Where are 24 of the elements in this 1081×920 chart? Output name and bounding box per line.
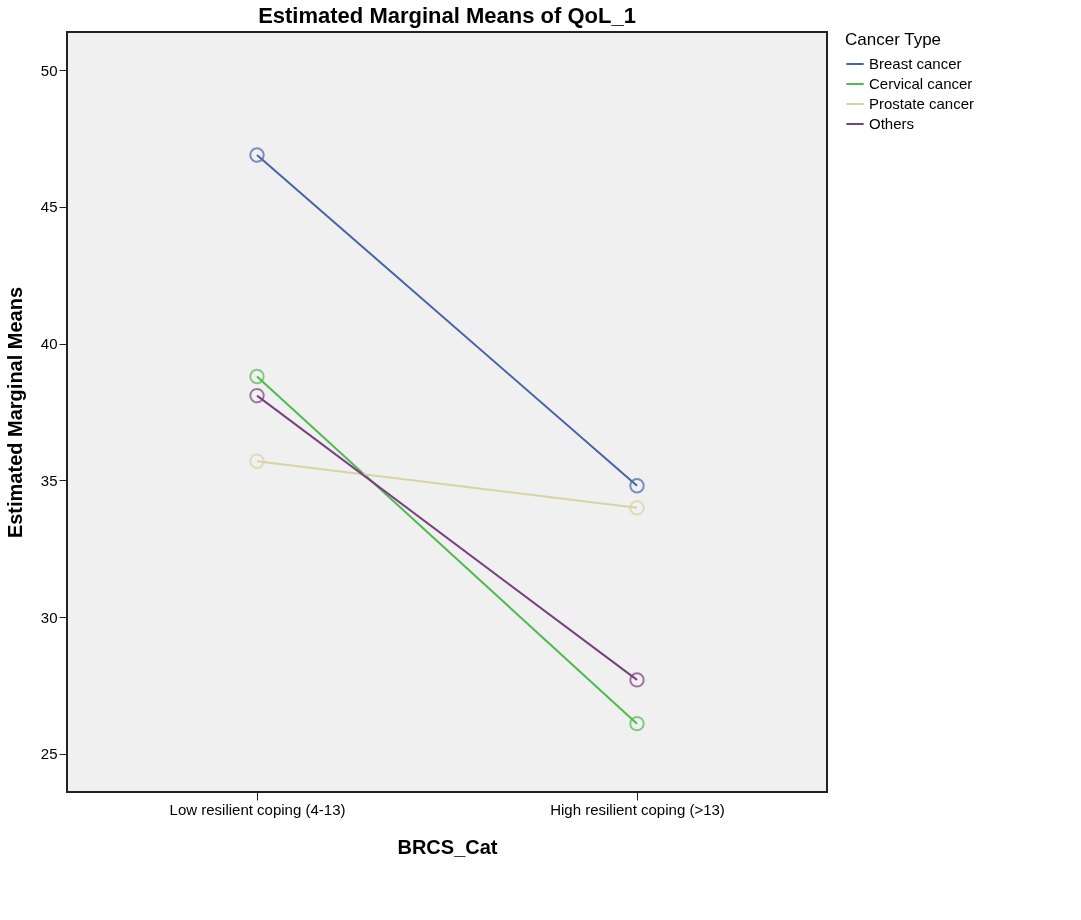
y-tick-label: 25 (40, 745, 58, 763)
point (629, 672, 645, 688)
point (249, 147, 265, 163)
x-tick-label: Low resilient coping (4-13) (169, 800, 346, 818)
point (629, 478, 645, 494)
y-tick-label: 40 (40, 335, 58, 353)
legend-label: Prostate cancer (869, 95, 975, 112)
y-tick-label: 50 (40, 61, 58, 79)
x-axis-title: BRCS_Cat (397, 835, 498, 858)
legend-title: Cancer Type (845, 30, 942, 49)
point (249, 368, 265, 385)
y-tick-label: 35 (40, 471, 58, 489)
point (629, 715, 645, 732)
legend-label: Breast cancer (869, 55, 962, 72)
legend-label: Others (869, 115, 915, 132)
y-tick-label: 30 (40, 608, 58, 626)
legend-label: Cervical cancer (869, 75, 973, 92)
chart-title: Estimated Marginal Means of QoL_1 (258, 3, 636, 28)
point (249, 387, 265, 404)
point (249, 453, 265, 469)
y-axis-title: Estimated Marginal Means (3, 286, 26, 539)
x-tick-label: High resilient coping (>13) (550, 800, 725, 818)
point (629, 499, 645, 516)
y-tick-label: 45 (40, 198, 58, 216)
